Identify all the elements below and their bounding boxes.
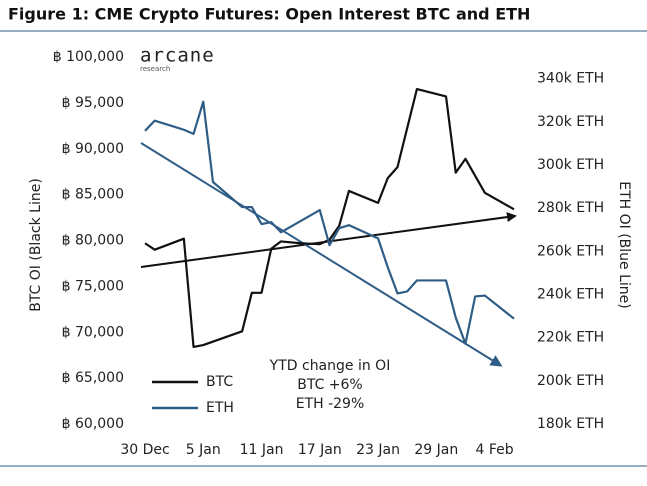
y-tick-label: ฿ 95,000	[62, 95, 124, 111]
logo: arcane	[140, 45, 215, 67]
y2-tick-label: 220k ETH	[537, 330, 604, 346]
y2-axis-title: ETH OI (Blue Line)	[616, 181, 632, 309]
annotation: BTC +6%	[297, 377, 363, 393]
y-tick-label: ฿ 90,000	[62, 141, 124, 157]
x-tick-label: 4 Feb	[476, 442, 514, 458]
y2-tick-label: 180k ETH	[537, 416, 604, 432]
x-tick-label: 29 Jan	[414, 442, 458, 458]
y2-tick-label: 200k ETH	[537, 373, 604, 389]
y-tick-label: ฿ 65,000	[62, 370, 124, 386]
y-tick-label: ฿ 80,000	[62, 233, 124, 249]
y-tick-label: ฿ 85,000	[62, 187, 124, 203]
annotation: ETH -29%	[296, 396, 365, 412]
y2-tick-label: 240k ETH	[537, 286, 604, 302]
x-tick-label: 17 Jan	[298, 442, 342, 458]
x-tick-label: 30 Dec	[120, 442, 169, 458]
eth-trend-arrow	[140, 142, 503, 367]
y-tick-label: ฿ 60,000	[62, 416, 124, 432]
legend-label: BTC	[206, 374, 233, 390]
y-tick-label: ฿ 75,000	[62, 278, 124, 294]
y2-tick-label: 320k ETH	[537, 114, 604, 130]
y-tick-label: ฿ 100,000	[53, 49, 124, 65]
series-group	[144, 88, 515, 349]
y-tick-label: ฿ 70,000	[62, 324, 124, 340]
series-line	[144, 88, 515, 349]
y2-tick-label: 340k ETH	[537, 71, 604, 87]
y2-tick-label: 260k ETH	[537, 243, 604, 259]
series-line	[144, 100, 515, 345]
y2-tick-label: 280k ETH	[537, 200, 604, 216]
y2-tick-label: 300k ETH	[537, 157, 604, 173]
annotation: YTD change in OI	[269, 358, 391, 374]
legend-label: ETH	[206, 400, 234, 416]
y-axis-title: BTC OI (Black Line)	[28, 178, 44, 312]
chart-title: Figure 1: CME Crypto Futures: Open Inter…	[8, 5, 530, 24]
x-tick-label: 23 Jan	[356, 442, 400, 458]
x-tick-label: 11 Jan	[240, 442, 284, 458]
x-tick-label: 5 Jan	[186, 442, 221, 458]
logo-sub: research	[140, 65, 170, 73]
